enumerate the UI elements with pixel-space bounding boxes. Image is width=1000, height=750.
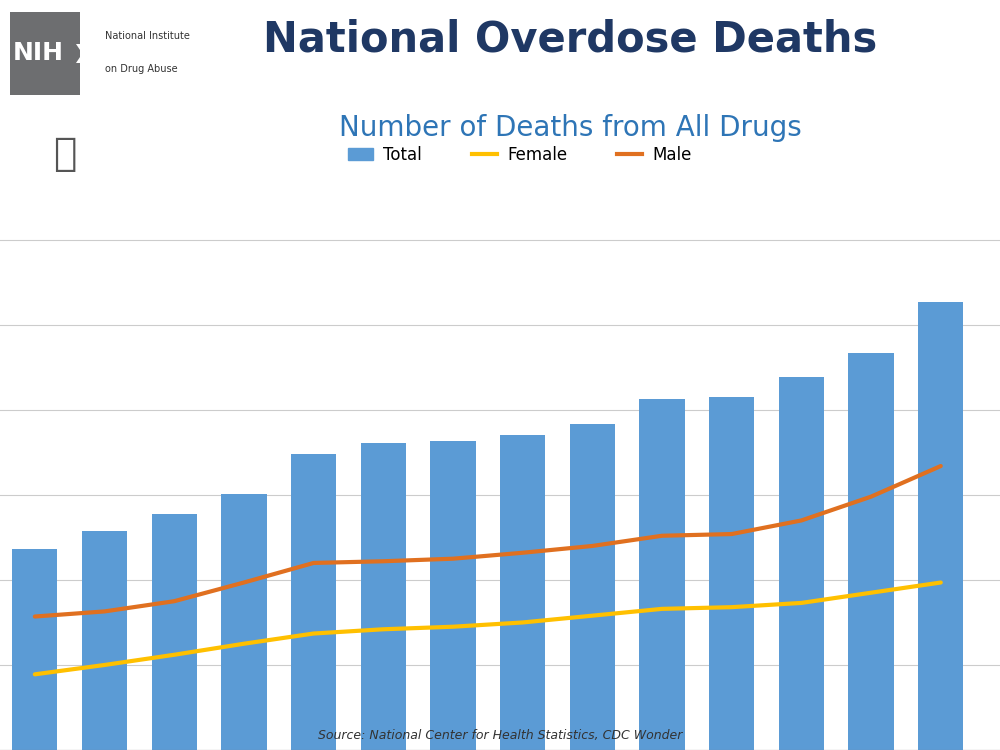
Bar bbox=[430, 440, 476, 750]
Bar bbox=[361, 443, 406, 750]
Text: ❯: ❯ bbox=[72, 44, 88, 63]
Text: National Overdose Deaths: National Overdose Deaths bbox=[263, 19, 877, 61]
Bar bbox=[12, 548, 57, 750]
Bar bbox=[709, 398, 754, 750]
Bar bbox=[918, 302, 963, 750]
Bar bbox=[221, 494, 267, 750]
Bar bbox=[500, 436, 545, 750]
Bar bbox=[291, 454, 336, 750]
FancyBboxPatch shape bbox=[10, 12, 80, 94]
Bar bbox=[82, 531, 127, 750]
Bar bbox=[570, 424, 615, 750]
Bar bbox=[848, 353, 894, 750]
Bar bbox=[152, 514, 197, 750]
Text: National Institute: National Institute bbox=[105, 31, 190, 40]
Legend: Total, Female, Male: Total, Female, Male bbox=[342, 140, 698, 171]
Bar bbox=[779, 376, 824, 750]
Text: 🦅: 🦅 bbox=[53, 135, 77, 173]
Text: Number of Deaths from All Drugs: Number of Deaths from All Drugs bbox=[339, 114, 801, 142]
Text: on Drug Abuse: on Drug Abuse bbox=[105, 64, 178, 74]
Text: Source: National Center for Health Statistics, CDC Wonder: Source: National Center for Health Stati… bbox=[318, 730, 682, 742]
Text: NIH: NIH bbox=[12, 41, 64, 65]
Bar bbox=[639, 399, 685, 750]
